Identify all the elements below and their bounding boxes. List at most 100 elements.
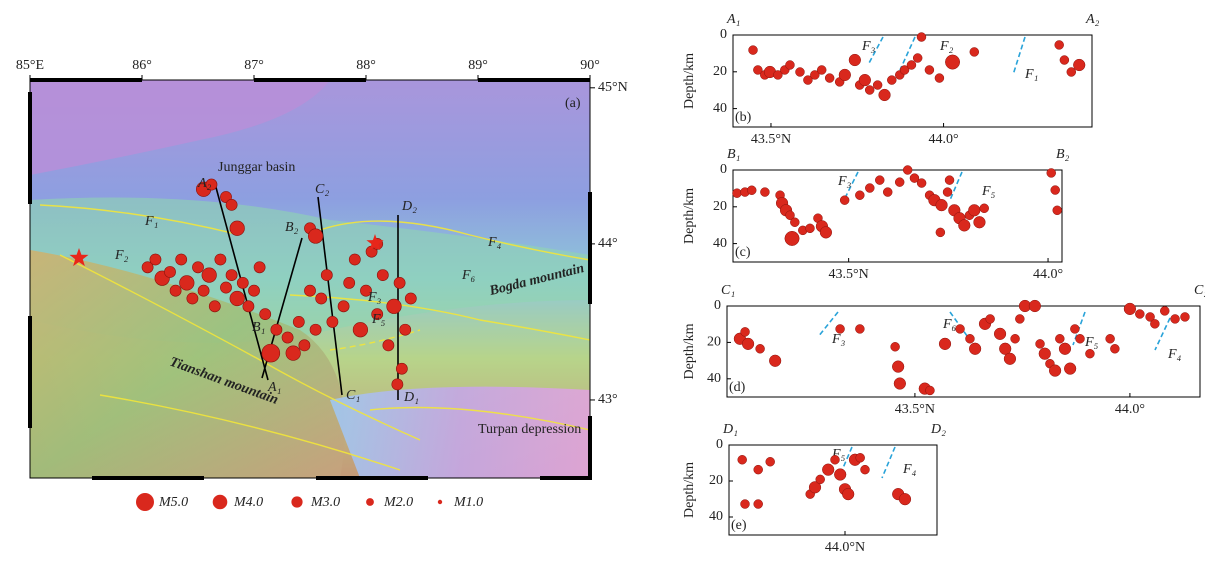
earthquake (261, 343, 281, 363)
earthquake (1064, 362, 1077, 375)
earthquake (916, 32, 927, 42)
y-tick-label: 20 (713, 64, 727, 79)
earthquake (292, 316, 305, 328)
earthquake (842, 488, 855, 501)
profile-label: C₁ (346, 388, 360, 403)
fault-label: F₂ (939, 39, 954, 54)
profile-start-label: C₁ (721, 283, 735, 298)
fault-label: F₂ (114, 248, 129, 263)
earthquake (229, 220, 245, 236)
map-background (28, 78, 592, 480)
profile-label: B₂ (285, 220, 299, 235)
earthquake (169, 284, 182, 297)
earthquake (935, 199, 948, 212)
earthquake (1003, 352, 1017, 365)
fault-line (844, 171, 859, 199)
fault-label: F₄ (487, 235, 502, 250)
fault-label: F₁ (1024, 67, 1038, 82)
earthquake (395, 362, 408, 375)
earthquake (737, 455, 747, 465)
profile-label: D₂ (401, 199, 417, 214)
earthquake (760, 187, 770, 197)
earthquake (298, 339, 311, 352)
earthquake (179, 275, 195, 291)
earthquake (337, 300, 350, 313)
earthquake (326, 316, 339, 328)
earthquake (924, 65, 935, 75)
earthquake (909, 173, 920, 183)
fault-line (899, 36, 916, 71)
legend-marker (291, 496, 303, 508)
earthquake (348, 253, 361, 266)
earthquake (399, 323, 412, 336)
earthquake (968, 204, 981, 217)
earthquake (835, 324, 845, 334)
earthquake (225, 269, 238, 281)
earthquake (855, 453, 865, 463)
earthquake (894, 177, 905, 187)
map-x-tick-label: 86° (132, 58, 152, 73)
y-tick-label: 20 (707, 335, 721, 350)
earthquake (753, 464, 763, 475)
fault-label: F₅ (1084, 335, 1099, 350)
earthquake (1015, 314, 1025, 324)
earthquake (838, 68, 851, 82)
map-y-tick-label: 44° (598, 236, 618, 251)
profile-start-label: D₁ (722, 422, 738, 437)
earthquake (175, 253, 188, 266)
earthquake (790, 217, 800, 227)
legend-label: M3.0 (310, 495, 340, 510)
x-tick-label: 44.0° (929, 132, 959, 147)
earthquake (912, 53, 923, 63)
earthquake (1075, 334, 1085, 344)
profile-end-label: B₂ (1056, 147, 1070, 162)
earthquake (270, 323, 283, 336)
earthquake (942, 187, 953, 197)
map-x-tick-label: 89° (468, 58, 488, 73)
earthquake (969, 342, 982, 355)
y-axis-label: Depth/km (682, 53, 697, 109)
earthquake (1049, 364, 1062, 377)
map-x-tick-label: 88° (356, 58, 376, 73)
earthquake (816, 65, 827, 75)
earthquake (1135, 309, 1145, 319)
x-tick-label: 44.0°N (825, 540, 865, 555)
fault-label: F₆ (461, 268, 476, 283)
earthquake (810, 70, 820, 80)
earthquake (386, 298, 402, 314)
earthquake (934, 73, 945, 83)
earthquake (902, 165, 913, 175)
earthquake (404, 292, 417, 305)
earthquake (1073, 58, 1086, 72)
earthquake (1170, 314, 1180, 324)
earthquake (899, 65, 910, 75)
x-tick-label: 44.0° (1033, 267, 1063, 282)
place-label: Turpan depression (478, 422, 581, 437)
earthquake (285, 345, 301, 361)
earthquake (916, 178, 927, 188)
fault-line (1154, 317, 1171, 351)
x-tick-label: 43.5°N (829, 267, 869, 282)
earthquake (892, 360, 905, 373)
earthquake (1050, 185, 1060, 195)
y-tick-label: 40 (709, 509, 723, 524)
earthquake (753, 65, 763, 75)
earthquake (732, 188, 742, 198)
earthquake (855, 190, 865, 200)
earthquake (229, 290, 245, 307)
earthquake (882, 187, 893, 197)
earthquake (1160, 306, 1170, 316)
profile-label: A₂ (197, 176, 212, 191)
major-earthquake-star (366, 234, 384, 251)
earthquake (740, 327, 750, 337)
earthquake (906, 60, 917, 70)
earthquake (969, 47, 980, 57)
y-tick-label: 20 (709, 473, 723, 488)
earthquake (985, 314, 995, 324)
earthquake (765, 457, 775, 467)
earthquake (1145, 312, 1155, 322)
earthquake (1059, 55, 1070, 65)
profile-label: B₁ (252, 320, 265, 335)
fault-label: F₃ (861, 39, 876, 54)
y-tick-label: 0 (716, 437, 723, 452)
